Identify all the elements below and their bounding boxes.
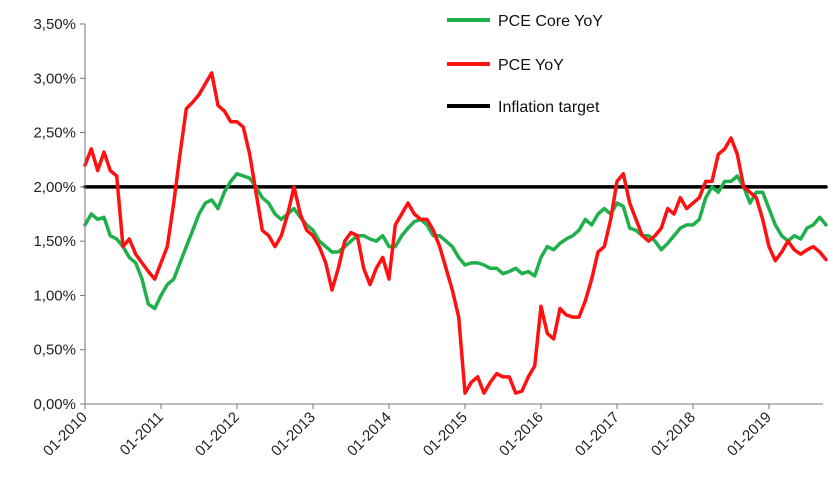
y-tick-label: 1,00% — [33, 287, 76, 304]
x-tick-label: 01-2010 — [40, 409, 91, 460]
x-tick-label: 01-2014 — [344, 409, 395, 460]
x-tick-label: 01-2012 — [192, 409, 243, 460]
x-tick-label: 01-2018 — [648, 409, 699, 460]
legend-label-inflation-target: Inflation target — [498, 99, 600, 116]
x-tick-label: 01-2011 — [117, 409, 167, 459]
y-tick-label: 3,00% — [33, 70, 76, 87]
x-tick-label: 01-2016 — [496, 409, 547, 460]
y-tick-label: 3,50% — [33, 16, 76, 33]
x-tick-label: 01-2013 — [268, 409, 319, 460]
series-pce-yoy-line — [83, 71, 828, 395]
x-tick-label: 01-2019 — [724, 409, 775, 460]
y-axis-ticks: 0,00% 0,50% 1,00% 1,50% 2,00% 2,50% 3,00% 3,50% — [33, 16, 85, 413]
legend-label-pce-core-yoy: PCE Core YoY — [498, 13, 603, 30]
y-tick-label: 2,50% — [33, 125, 76, 142]
y-tick-label: 0,00% — [33, 396, 76, 413]
y-tick-label: 1,50% — [33, 233, 76, 250]
x-axis-ticks: 01-2010 01-2011 01-2012 01-2013 01-2014 01-20… — [40, 404, 775, 460]
series-lines — [83, 71, 828, 395]
x-tick-label: 01-2015 — [420, 409, 471, 460]
legend-label-pce-yoy: PCE YoY — [498, 57, 564, 74]
y-tick-label: 2,00% — [33, 179, 76, 196]
x-tick-label: 01-2017 — [572, 409, 623, 460]
y-tick-label: 0,50% — [33, 342, 76, 359]
series-pce-core-yoy-line — [83, 172, 828, 311]
legend: PCE Core YoY PCE YoY Inflation target — [447, 13, 603, 116]
